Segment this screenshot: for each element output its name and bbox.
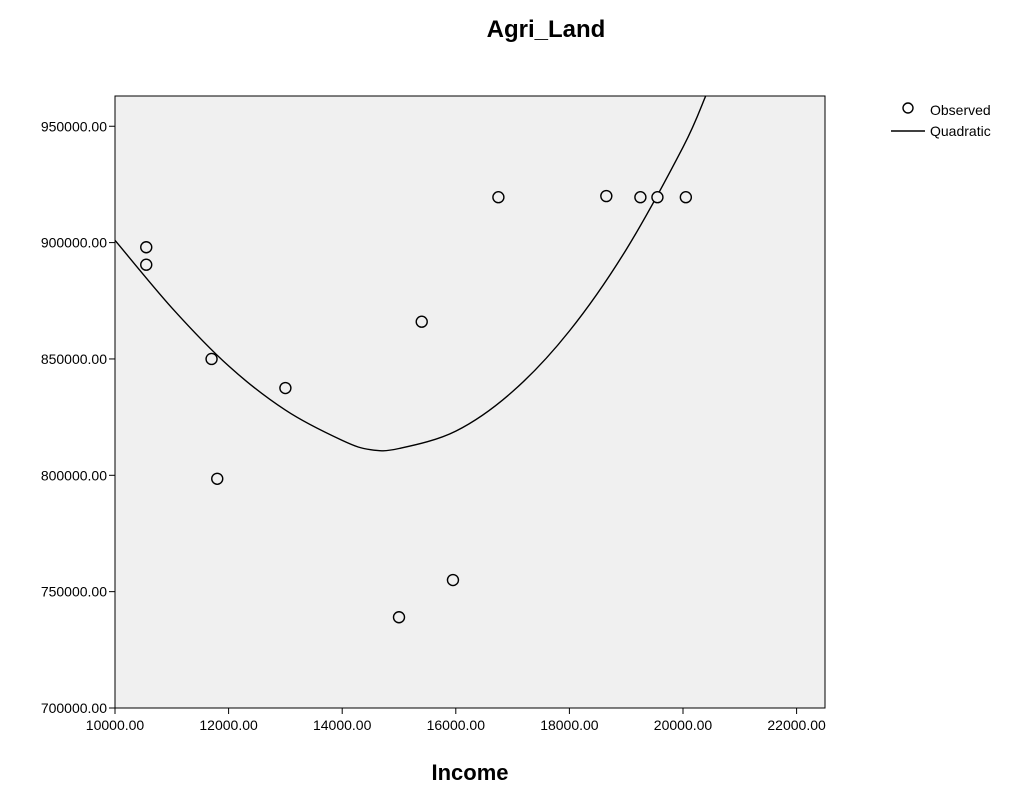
observed-point — [634, 191, 647, 204]
y-tick-label: 950000.00 — [41, 118, 107, 134]
x-tick-label: 22000.00 — [767, 717, 826, 733]
observed-points — [140, 189, 693, 624]
x-tick-label: 16000.00 — [427, 717, 486, 733]
chart-title: Agri_Land — [487, 16, 606, 43]
observed-point — [679, 191, 693, 204]
observed-point — [492, 191, 505, 204]
y-tick-label: 750000.00 — [41, 584, 107, 600]
y-tick-label: 700000.00 — [41, 700, 107, 716]
observed-point — [211, 472, 224, 485]
x-tick-label: 12000.00 — [199, 717, 258, 733]
x-tick-label: 18000.00 — [540, 717, 599, 733]
observed-point — [392, 611, 406, 624]
observed-point — [205, 352, 218, 366]
x-axis: 10000.00 12000.00 14000.00 16000.00 18000.00… — [86, 708, 826, 733]
observed-point — [415, 315, 428, 328]
observed-point — [651, 191, 664, 204]
legend-observed-marker — [902, 102, 914, 114]
plot-area — [114, 95, 826, 709]
legend-quadratic-label: Quadratic — [930, 123, 991, 139]
observed-point — [446, 573, 460, 587]
observed-point — [140, 241, 153, 254]
legend: Observed Quadratic — [891, 102, 991, 139]
legend-observed-label: Observed — [930, 102, 991, 118]
y-tick-label: 800000.00 — [41, 467, 107, 483]
y-tick-label: 850000.00 — [41, 351, 107, 367]
x-axis-label: Income — [431, 760, 508, 785]
observed-point — [140, 258, 153, 271]
observed-point — [279, 381, 292, 395]
observed-point — [600, 189, 613, 203]
x-tick-label: 20000.00 — [654, 717, 713, 733]
plot-content — [115, 96, 707, 624]
y-tick-label: 900000.00 — [41, 235, 107, 251]
x-tick-label: 14000.00 — [313, 717, 372, 733]
quadratic-curve — [115, 96, 707, 452]
x-tick-label: 10000.00 — [86, 717, 145, 733]
y-axis: 700000.00 750000.00 800000.00 850000.00 9000… — [41, 118, 115, 716]
